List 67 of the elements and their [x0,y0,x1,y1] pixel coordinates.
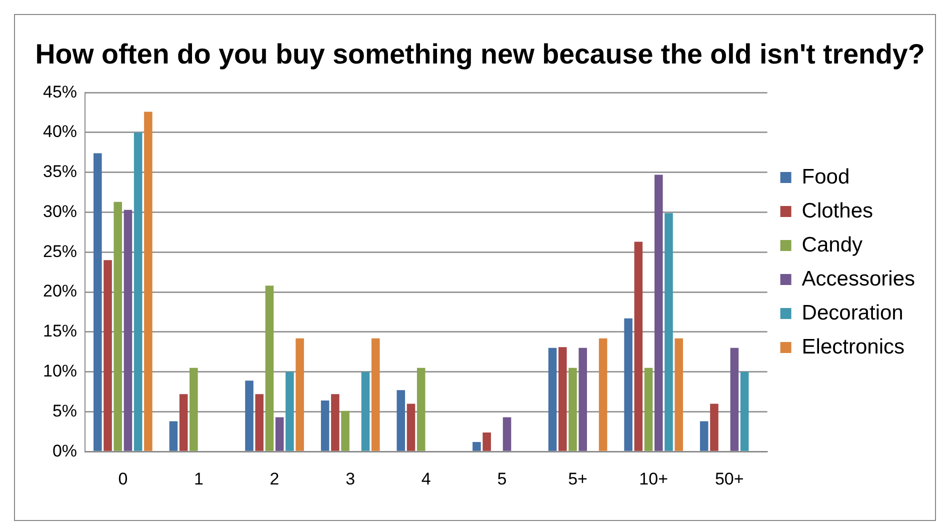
chart-title: How often do you buy something new because the old isn't trendy? [35,38,925,70]
bar [482,432,491,451]
bar [104,260,112,451]
bar [286,372,294,451]
bar [124,210,132,451]
x-tick-label: 1 [194,469,204,488]
legend-label: Decoration [802,301,904,324]
bar [730,348,739,451]
y-tick-label: 10% [42,362,78,381]
bar [275,417,284,451]
bar [114,202,122,451]
y-tick-label: 45% [42,82,78,102]
legend-label: Candy [802,233,863,256]
y-tick-label: 0% [52,441,78,460]
bar [502,417,512,451]
bar [255,394,264,451]
y-tick-label: 30% [42,202,78,221]
legend-label: Clothes [802,199,873,222]
x-tick-label: 5+ [568,469,588,488]
bar [568,368,577,451]
bar [94,153,102,451]
bar [598,338,608,451]
bar [296,338,304,451]
bar [331,394,340,451]
legend-label: Accessories [802,267,915,290]
x-tick-label: 3 [346,469,356,488]
bar [472,442,481,451]
bar [548,348,557,451]
y-tick-label: 5% [52,401,78,420]
bar [416,368,426,451]
legend-label: Food [802,165,850,188]
x-tick-label: 4 [421,469,431,488]
y-tick-label: 20% [42,282,78,301]
bar [371,338,380,451]
bar [144,112,152,451]
x-tick-label: 10+ [639,469,668,488]
bar [578,348,587,451]
bar [341,410,350,451]
bar [700,421,708,451]
bar [406,404,416,451]
bar [634,242,643,451]
legend-label: Electronics [802,335,904,358]
x-tick-label: 5 [497,469,507,488]
bar [361,372,370,451]
y-tick-label: 25% [42,242,78,261]
bar [664,213,673,451]
bar [320,400,330,451]
bar [179,394,188,451]
bar [245,380,254,451]
bar [265,286,274,451]
bar [190,368,198,451]
bar [169,421,178,451]
bar [710,404,718,451]
bar [624,318,632,451]
y-tick-label: 40% [42,122,78,142]
y-tick-label: 15% [42,322,78,341]
x-tick-label: 2 [270,469,280,488]
bar [674,338,683,451]
x-tick-label: 0 [118,469,128,488]
bar [134,132,142,451]
bar [740,372,749,451]
bar [558,347,567,451]
x-tick-label: 50+ [714,469,744,488]
y-tick-label: 35% [42,162,78,182]
bar [396,390,406,451]
bar [644,368,653,451]
bar [654,174,663,451]
